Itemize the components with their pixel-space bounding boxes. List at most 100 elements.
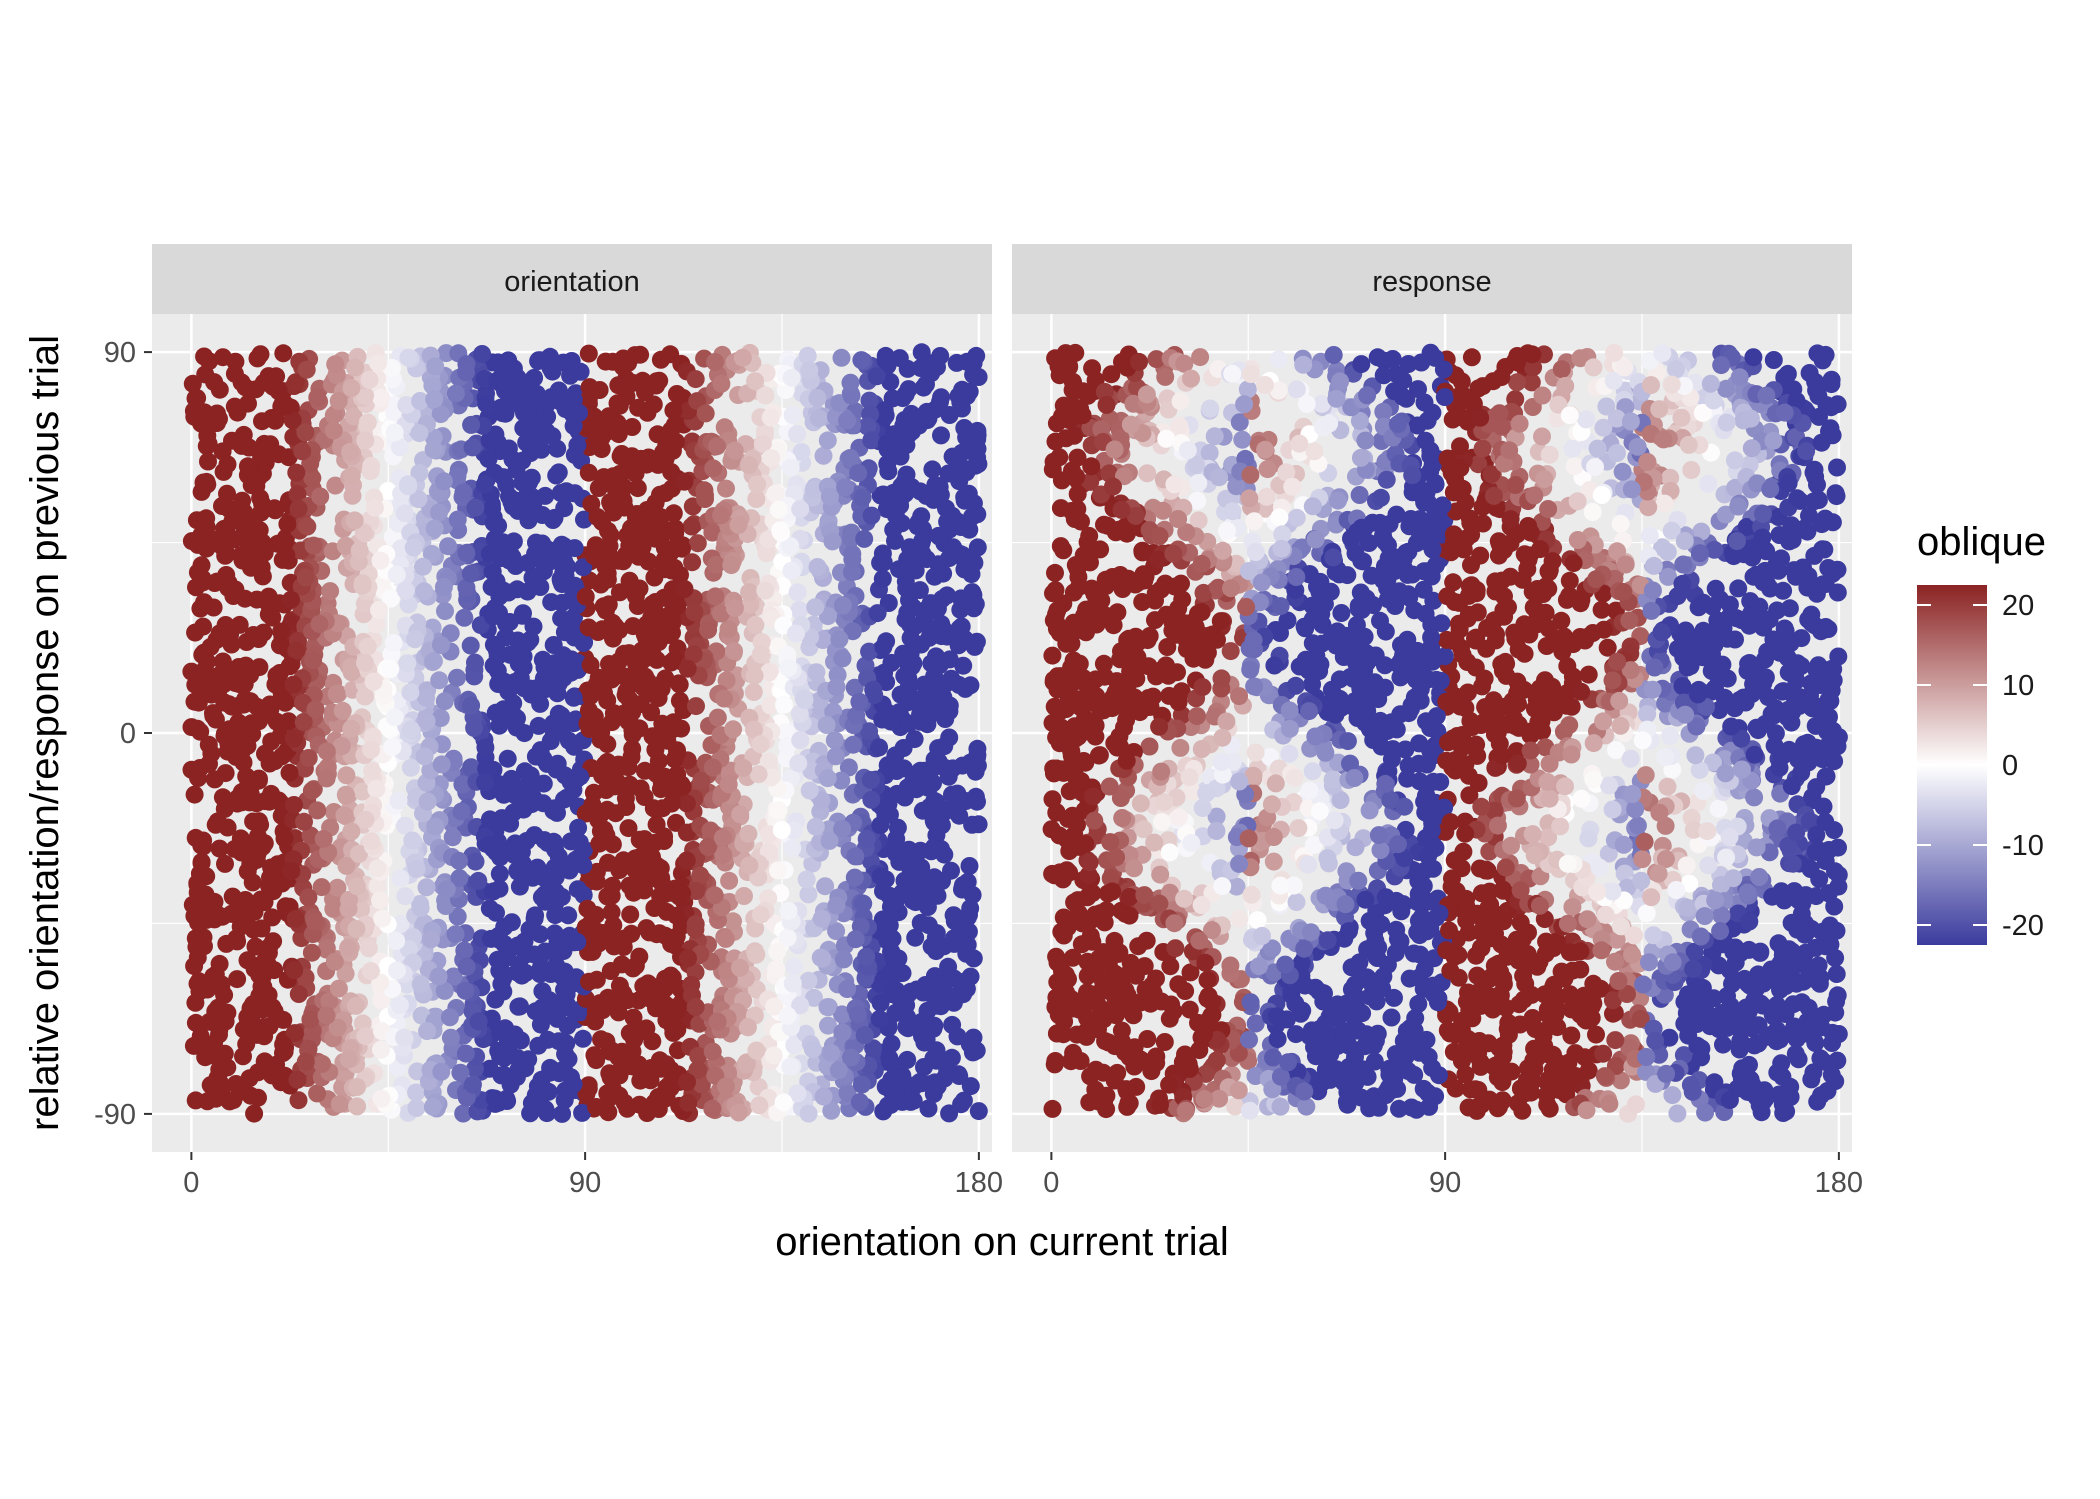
data-point	[677, 823, 696, 842]
data-point	[958, 908, 977, 927]
data-point	[529, 861, 548, 880]
data-point	[314, 829, 333, 848]
data-point	[341, 442, 360, 461]
data-point	[860, 642, 879, 661]
data-point	[543, 673, 562, 692]
data-point	[306, 913, 324, 932]
data-point	[833, 1005, 851, 1024]
data-point	[234, 1047, 252, 1066]
data-point	[432, 755, 451, 774]
data-point	[193, 662, 212, 681]
data-point	[619, 819, 638, 838]
data-point	[930, 840, 949, 859]
data-point	[574, 1029, 592, 1048]
data-point	[590, 426, 609, 445]
data-point	[191, 913, 210, 932]
data-point	[457, 957, 476, 976]
data-point	[881, 500, 900, 519]
data-point	[432, 636, 450, 655]
data-point	[662, 421, 681, 440]
data-point	[1661, 726, 1680, 745]
data-point	[609, 416, 628, 435]
data-point	[564, 974, 583, 993]
data-point	[446, 384, 465, 403]
data-point	[878, 917, 897, 936]
data-point	[383, 738, 402, 756]
data-point	[327, 685, 346, 703]
data-point	[927, 792, 946, 811]
data-point	[876, 351, 895, 370]
data-point	[841, 373, 860, 392]
data-point	[1562, 1026, 1581, 1045]
data-point	[708, 437, 726, 456]
data-point	[243, 1006, 262, 1025]
data-point	[336, 785, 355, 804]
data-point	[193, 573, 212, 592]
data-point	[938, 512, 957, 531]
data-point	[326, 476, 345, 495]
data-point	[531, 925, 550, 944]
data-point	[411, 392, 430, 410]
data-point	[574, 558, 593, 577]
data-point	[716, 929, 735, 948]
data-point	[629, 662, 647, 681]
data-point	[760, 663, 779, 682]
data-point	[241, 665, 260, 684]
data-point	[907, 980, 926, 999]
data-point	[274, 344, 293, 363]
data-point	[870, 1009, 889, 1028]
data-point	[677, 794, 696, 813]
data-point	[902, 477, 921, 496]
data-point	[838, 1083, 857, 1102]
data-point	[603, 876, 622, 895]
data-point	[1189, 511, 1208, 530]
data-point	[655, 885, 674, 904]
data-point	[191, 722, 210, 741]
data-point	[539, 1082, 558, 1101]
data-point	[782, 561, 801, 580]
data-point	[745, 720, 763, 739]
data-point	[912, 507, 931, 526]
data-point	[610, 976, 629, 995]
data-point	[372, 388, 391, 407]
data-point	[615, 1093, 634, 1112]
data-point	[779, 659, 798, 677]
points-orientation	[182, 343, 988, 1123]
data-point	[296, 568, 315, 587]
data-point	[548, 932, 567, 951]
data-point	[312, 878, 331, 897]
data-point	[932, 388, 951, 407]
data-point	[346, 996, 365, 1015]
data-point	[533, 534, 552, 553]
data-point	[256, 792, 274, 811]
data-point	[953, 546, 972, 564]
data-point	[387, 565, 406, 584]
data-point	[738, 1018, 757, 1037]
data-point	[960, 857, 979, 875]
data-point	[263, 908, 282, 927]
data-point	[303, 469, 322, 488]
data-point	[415, 582, 434, 601]
data-point	[703, 1042, 722, 1061]
data-point	[360, 370, 379, 389]
data-point	[207, 1089, 225, 1108]
data-point	[283, 411, 302, 430]
data-point	[499, 397, 518, 416]
data-point	[814, 446, 833, 465]
data-point	[384, 633, 403, 652]
data-point	[699, 620, 718, 639]
data-point	[391, 914, 410, 933]
data-point	[833, 820, 852, 838]
data-point	[399, 595, 418, 614]
data-point	[531, 694, 550, 713]
data-point	[1461, 513, 1480, 532]
data-point	[437, 880, 456, 899]
data-point	[388, 961, 406, 980]
data-point	[843, 622, 862, 641]
data-point	[356, 810, 375, 829]
data-point	[969, 455, 988, 473]
data-point	[457, 544, 476, 563]
data-point	[490, 864, 509, 883]
data-point	[880, 1049, 899, 1068]
data-point	[456, 981, 475, 1000]
